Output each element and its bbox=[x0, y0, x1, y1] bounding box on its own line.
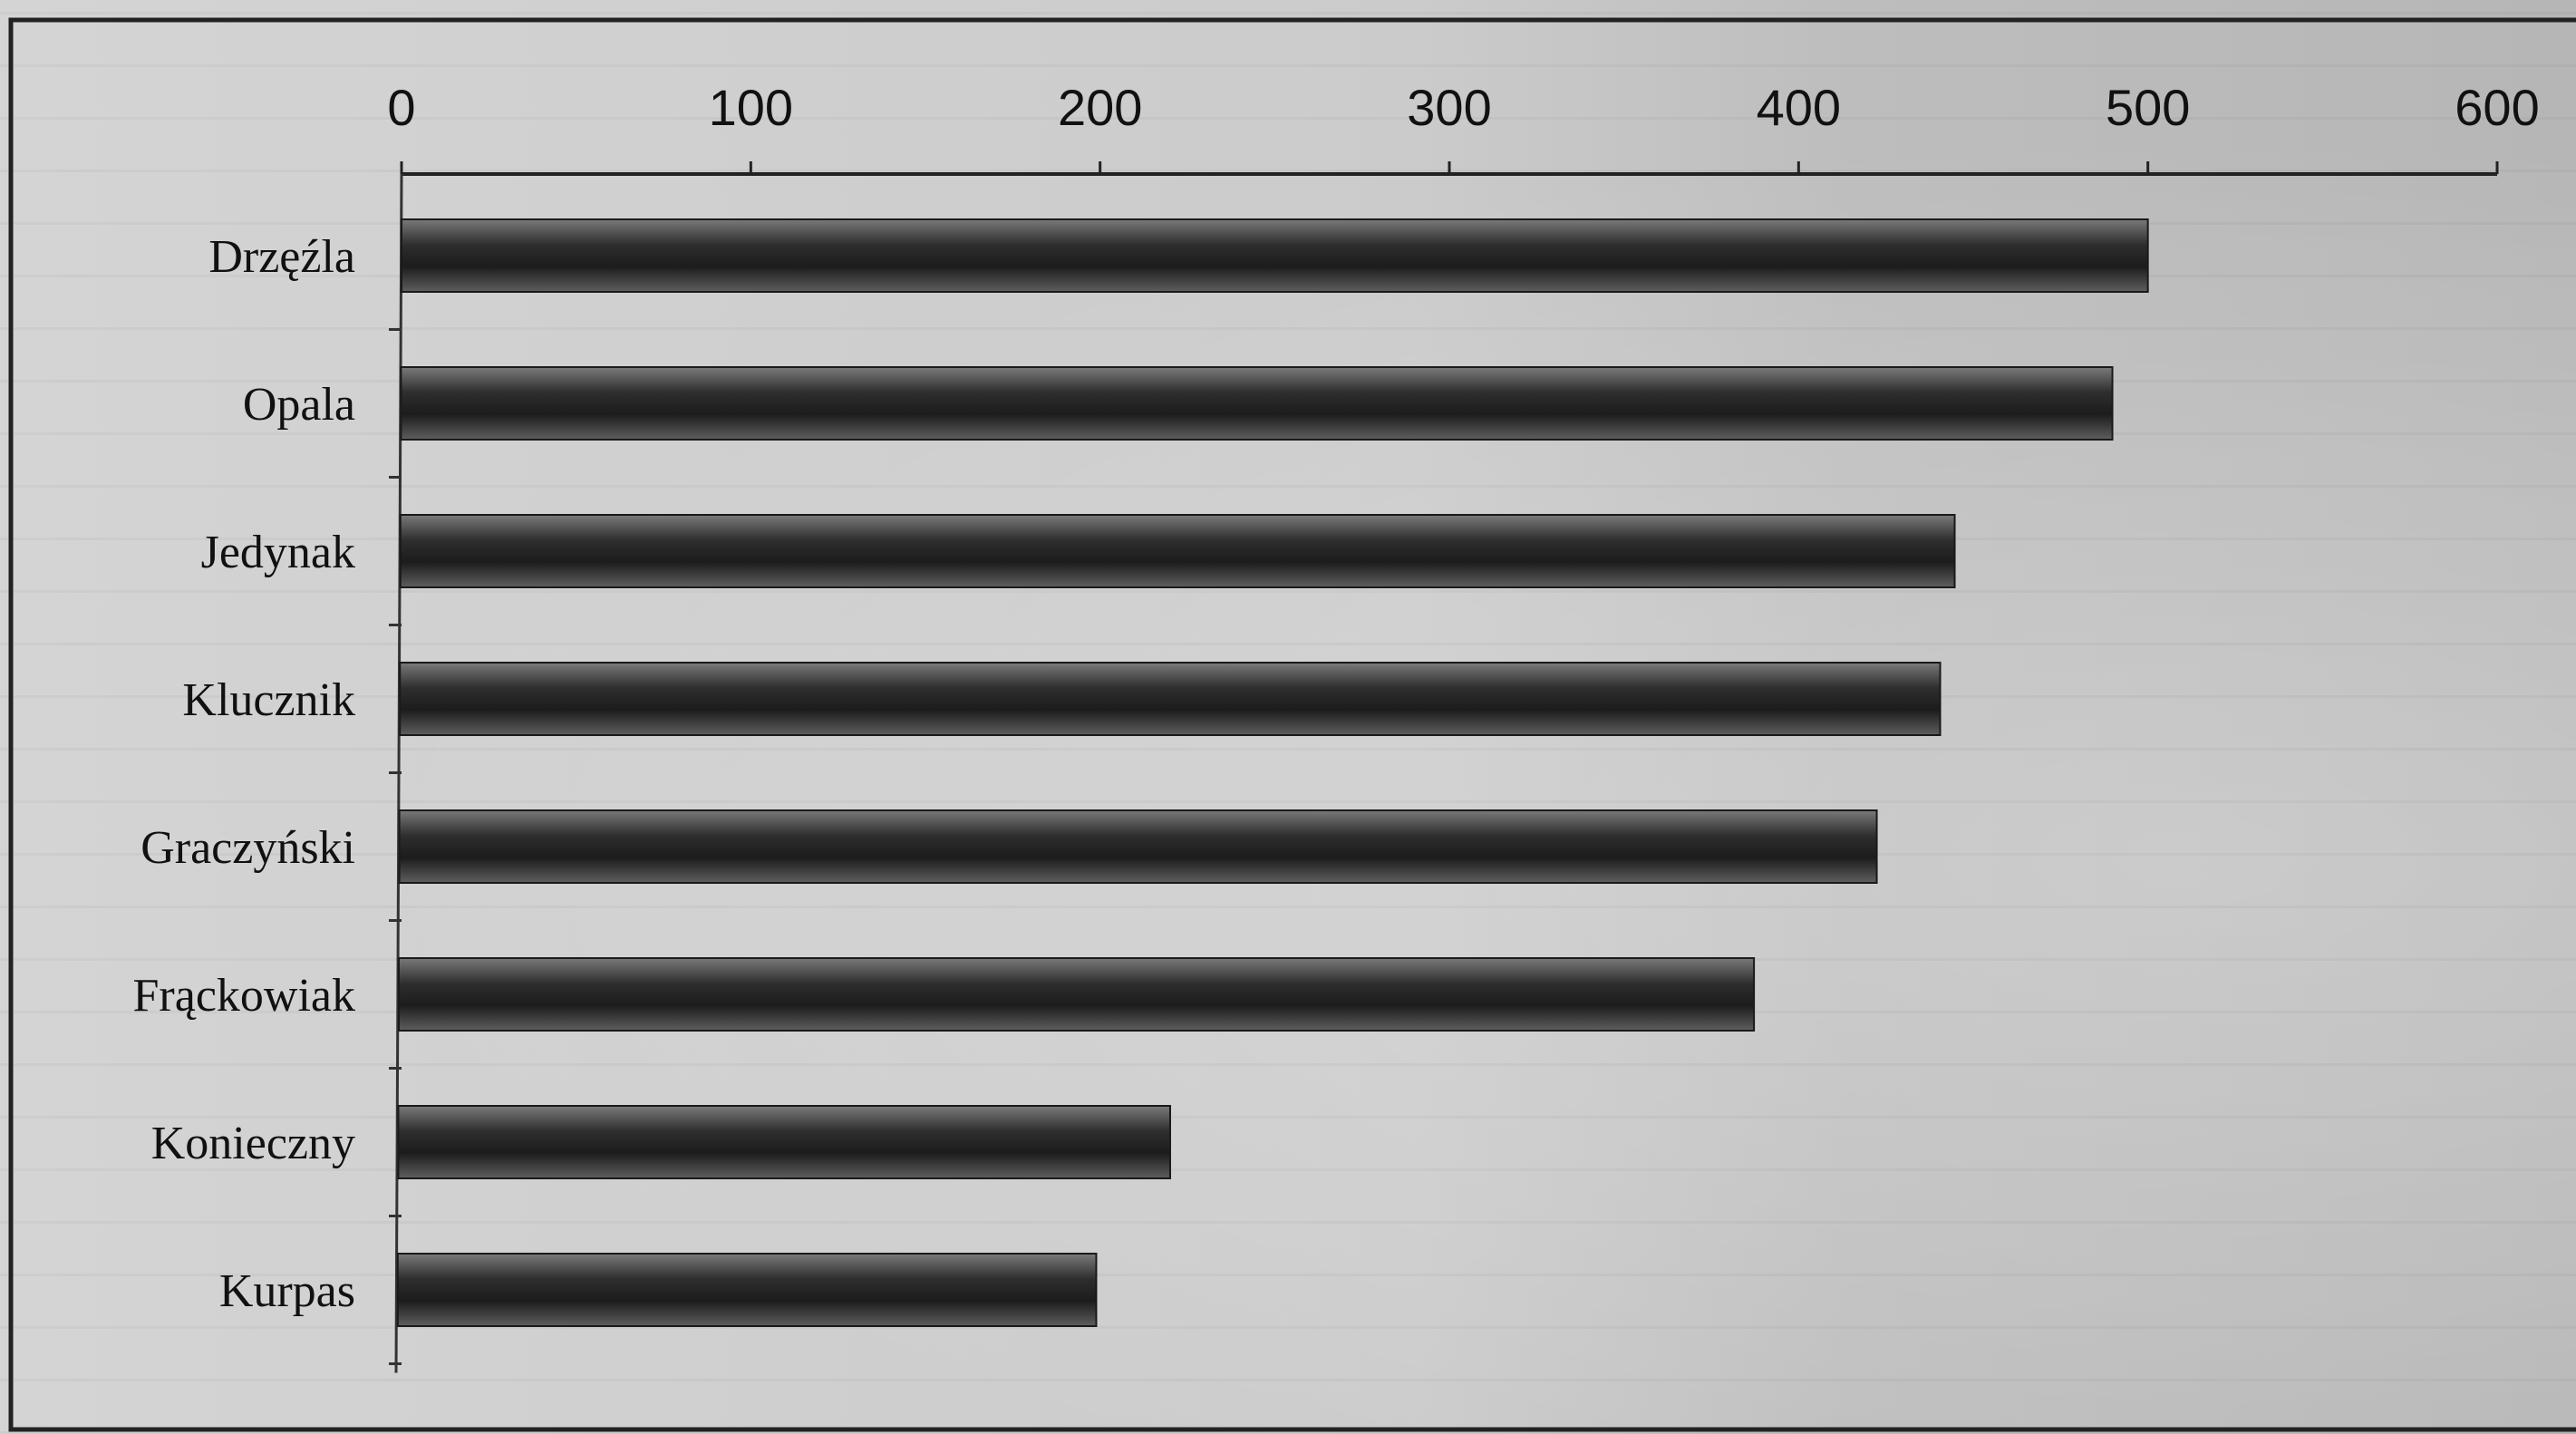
bar bbox=[398, 809, 1878, 884]
category-label: Graczyński bbox=[140, 822, 355, 874]
bar bbox=[399, 662, 1942, 736]
x-tick-label: 600 bbox=[2455, 79, 2539, 136]
category-label: Klucznik bbox=[182, 674, 355, 726]
category-label: Frąckowiak bbox=[133, 970, 355, 1022]
bar-series bbox=[396, 218, 2149, 1327]
x-tick-label: 400 bbox=[1757, 79, 1841, 136]
x-tick-label: 200 bbox=[1058, 79, 1142, 136]
bar bbox=[401, 218, 2149, 293]
bar bbox=[396, 1253, 1098, 1327]
x-tick-label: 0 bbox=[387, 79, 415, 136]
category-label: Opala bbox=[243, 379, 355, 431]
category-labels: Drzęźla Opala Jedynak Klucznik Graczyński Frą… bbox=[133, 231, 355, 1317]
category-label: Drzęźla bbox=[208, 231, 355, 283]
bar bbox=[400, 366, 2114, 441]
chart-frame bbox=[8, 17, 2576, 1432]
bar bbox=[399, 514, 1956, 588]
x-tick-label: 300 bbox=[1407, 79, 1491, 136]
bar bbox=[397, 1105, 1171, 1179]
bar bbox=[398, 957, 1756, 1032]
x-tick-label: 500 bbox=[2106, 79, 2190, 136]
x-tick-label: 100 bbox=[709, 79, 793, 136]
category-label: Jedynak bbox=[201, 527, 355, 578]
x-axis: 0 100 200 300 400 500 600 bbox=[387, 79, 2540, 1373]
category-label: Kurpas bbox=[219, 1265, 355, 1317]
category-label: Konieczny bbox=[151, 1118, 355, 1169]
